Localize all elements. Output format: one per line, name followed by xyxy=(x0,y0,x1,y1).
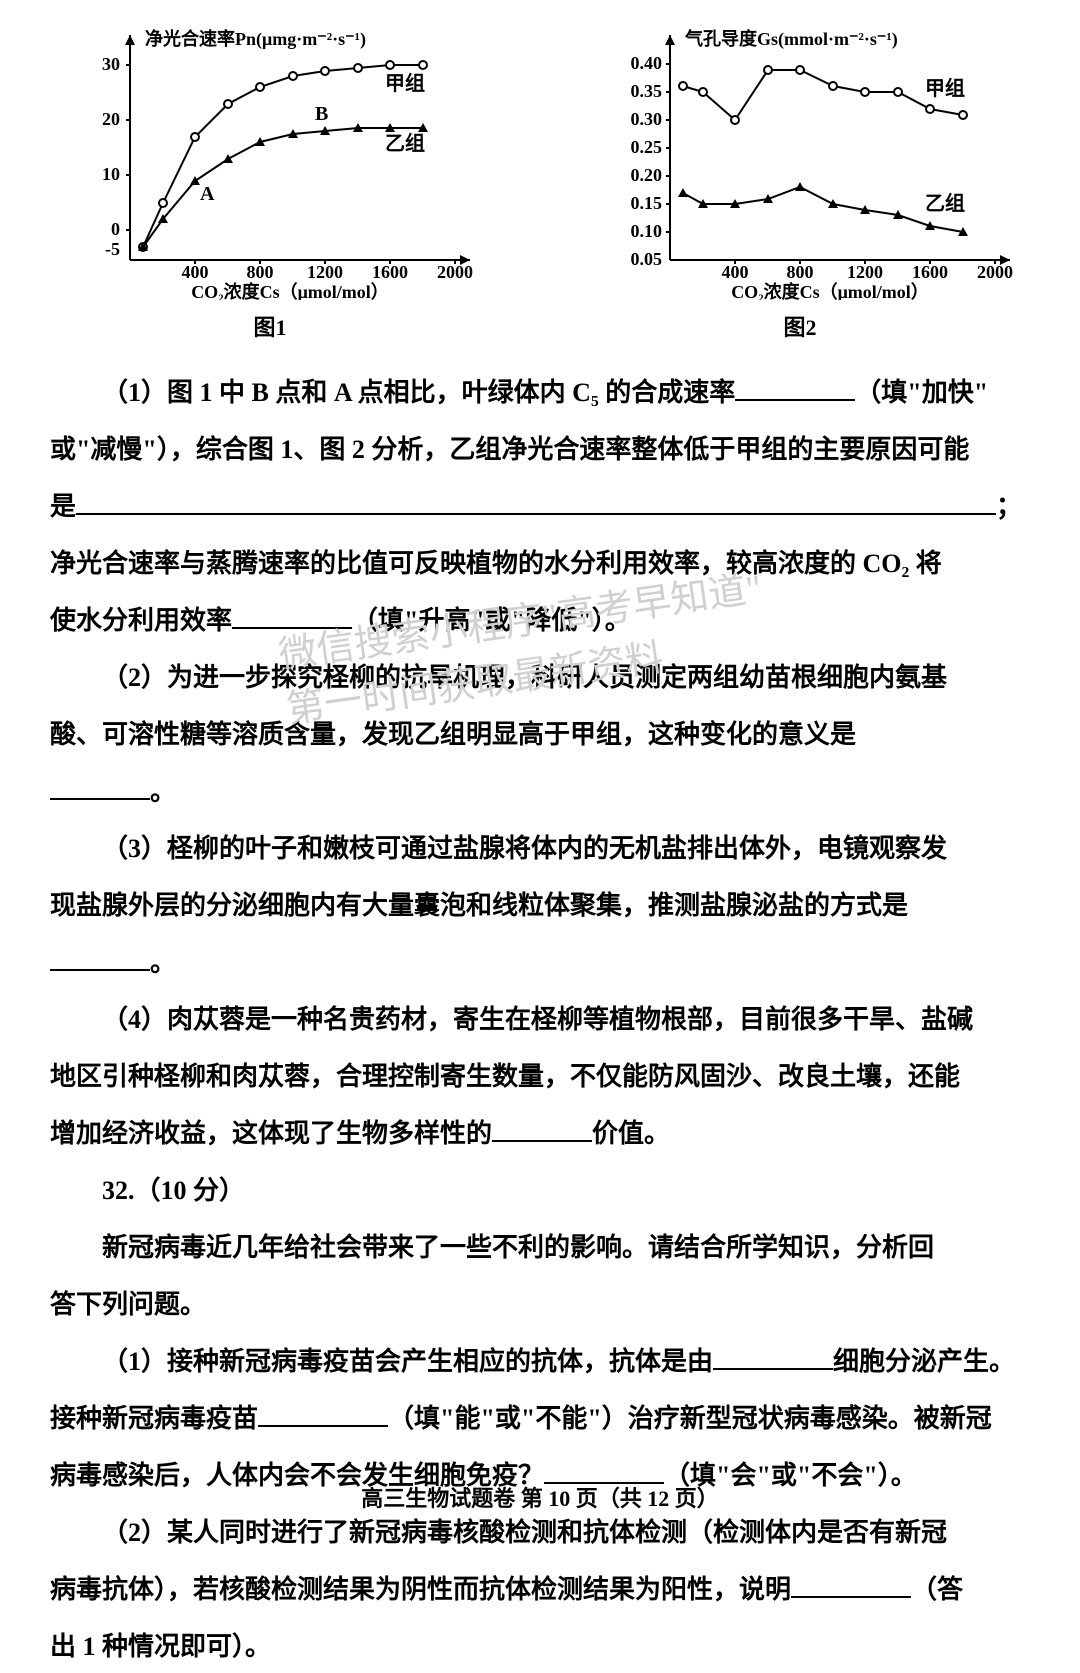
question-text: （1）图 1 中 B 点和 A 点相比，叶绿体内 C₅ 的合成速率（填"加快" … xyxy=(50,367,1030,1673)
q4-line1: （4）肉苁蓉是一种名贵药材，寄生在柽柳等植物根部，目前很多干旱、盐碱 xyxy=(50,994,1030,1046)
svg-text:甲组: 甲组 xyxy=(385,71,425,95)
svg-text:乙组: 乙组 xyxy=(385,131,425,155)
q32-2-line1: （2）某人同时进行了新冠病毒核酸检测和抗体检测（检测体内是否有新冠 xyxy=(50,1507,1030,1559)
chart2-container: 0.05 0.10 0.15 0.20 0.25 0.30 0.35 0.40 … xyxy=(570,20,1030,342)
q32-1-line2: 接种新冠病毒疫苗（填"能"或"不能"）治疗新型冠状病毒感染。被新冠 xyxy=(50,1393,1030,1445)
svg-text:2000: 2000 xyxy=(977,262,1013,282)
charts-row: -5 0 10 20 30 400 800 1200 1600 2000 净光合… xyxy=(50,20,1030,342)
svg-text:0.10: 0.10 xyxy=(631,221,663,241)
svg-text:1200: 1200 xyxy=(847,262,883,282)
q32-1-line1: （1）接种新冠病毒疫苗会产生相应的抗体，抗体是由细胞分泌产生。 xyxy=(50,1336,1030,1388)
svg-text:400: 400 xyxy=(722,262,749,282)
q1-line3: 是； xyxy=(50,481,1030,533)
q32-2-line2: 病毒抗体），若核酸检测结果为阴性而抗体检测结果为阳性，说明（答 xyxy=(50,1564,1030,1616)
svg-text:A: A xyxy=(200,183,215,205)
svg-text:1600: 1600 xyxy=(912,262,948,282)
svg-text:乙组: 乙组 xyxy=(925,191,965,215)
q1-line1: （1）图 1 中 B 点和 A 点相比，叶绿体内 C₅ 的合成速率（填"加快" xyxy=(50,367,1030,419)
q2-line1: （2）为进一步探究柽柳的抗旱机理，科研人员测定两组幼苗根细胞内氨基 xyxy=(50,652,1030,704)
svg-text:800: 800 xyxy=(787,262,814,282)
svg-text:30: 30 xyxy=(102,54,120,74)
svg-text:0.40: 0.40 xyxy=(631,53,663,73)
svg-text:0.30: 0.30 xyxy=(631,109,663,129)
svg-text:0.25: 0.25 xyxy=(631,137,663,157)
q4-line2: 地区引种柽柳和肉苁蓉，合理控制寄生数量，不仅能防风固沙、改良土壤，还能 xyxy=(50,1051,1030,1103)
svg-text:CO₂浓度Cs（μmol/mol）: CO₂浓度Cs（μmol/mol） xyxy=(191,281,389,300)
svg-text:0.05: 0.05 xyxy=(631,249,663,269)
svg-text:甲组: 甲组 xyxy=(925,76,965,100)
svg-text:0.35: 0.35 xyxy=(631,81,663,101)
q2-line3: 。 xyxy=(50,766,1030,818)
q1-line2: 或"减慢"），综合图 1、图 2 分析，乙组净光合速率整体低于甲组的主要原因可能 xyxy=(50,424,1030,476)
q1-line5: 使水分利用效率（填"升高"或"降低"）。 xyxy=(50,595,1030,647)
q3-line2: 现盐腺外层的分泌细胞内有大量囊泡和线粒体聚集，推测盐腺泌盐的方式是 xyxy=(50,880,1030,932)
chart1-container: -5 0 10 20 30 400 800 1200 1600 2000 净光合… xyxy=(50,20,490,342)
svg-text:B: B xyxy=(315,103,328,125)
svg-text:10: 10 xyxy=(102,164,120,184)
svg-text:20: 20 xyxy=(102,109,120,129)
chart2-title: 图2 xyxy=(570,310,1030,342)
q2-line2: 酸、可溶性糖等溶质含量，发现乙组明显高于甲组，这种变化的意义是 xyxy=(50,709,1030,761)
q3-line3: 。 xyxy=(50,937,1030,989)
page-footer: 高三生物试题卷 第 10 页（共 12 页） xyxy=(0,1481,1080,1513)
svg-text:0: 0 xyxy=(111,219,120,239)
q32-2-line3: 出 1 种情况即可）。 xyxy=(50,1621,1030,1673)
q32-intro2: 答下列问题。 xyxy=(50,1279,1030,1331)
q32-header: 32.（10 分） xyxy=(50,1165,1030,1217)
svg-text:1600: 1600 xyxy=(372,262,408,282)
svg-text:-5: -5 xyxy=(105,239,120,259)
chart2-svg: 0.05 0.10 0.15 0.20 0.25 0.30 0.35 0.40 … xyxy=(570,20,1030,300)
svg-text:0.15: 0.15 xyxy=(631,193,663,213)
svg-text:1200: 1200 xyxy=(307,262,343,282)
q1-line4: 净光合速率与蒸腾速率的比值可反映植物的水分利用效率，较高浓度的 CO₂ 将 xyxy=(50,538,1030,590)
svg-text:0.20: 0.20 xyxy=(631,165,663,185)
svg-text:CO₂浓度Cs（μmol/mol）: CO₂浓度Cs（μmol/mol） xyxy=(731,281,929,300)
q32-intro1: 新冠病毒近几年给社会带来了一些不利的影响。请结合所学知识，分析回 xyxy=(50,1222,1030,1274)
svg-text:气孔导度Gs(mmol·m⁻²·s⁻¹): 气孔导度Gs(mmol·m⁻²·s⁻¹) xyxy=(684,28,898,50)
svg-text:800: 800 xyxy=(247,262,274,282)
chart1-svg: -5 0 10 20 30 400 800 1200 1600 2000 净光合… xyxy=(50,20,490,300)
svg-text:净光合速率Pn(μmg·m⁻²·s⁻¹): 净光合速率Pn(μmg·m⁻²·s⁻¹) xyxy=(145,28,366,50)
q3-line1: （3）柽柳的叶子和嫩枝可通过盐腺将体内的无机盐排出体外，电镜观察发 xyxy=(50,823,1030,875)
chart1-title: 图1 xyxy=(50,310,490,342)
q4-line3: 增加经济收益，这体现了生物多样性的价值。 xyxy=(50,1108,1030,1160)
svg-text:2000: 2000 xyxy=(437,262,473,282)
svg-text:400: 400 xyxy=(182,262,209,282)
